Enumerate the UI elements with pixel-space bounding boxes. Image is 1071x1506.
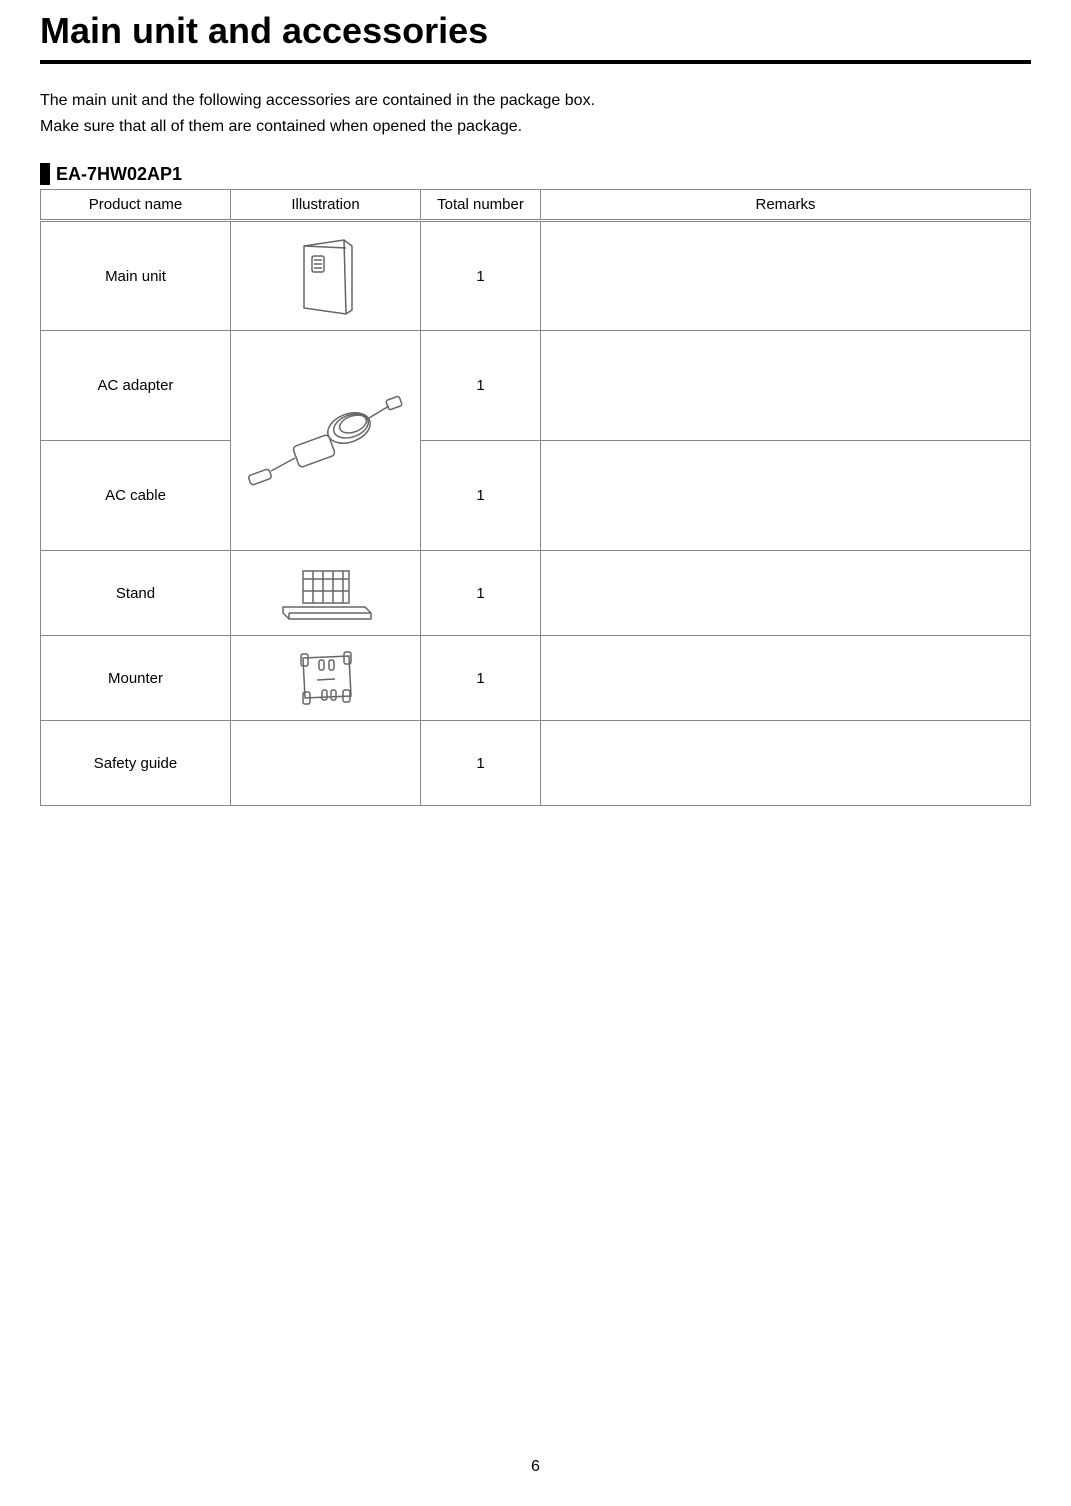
page-title: Main unit and accessories	[40, 10, 1031, 52]
page-number: 6	[0, 1458, 1071, 1476]
cell-total: 1	[421, 636, 541, 721]
section-model: EA-7HW02AP1	[56, 164, 182, 185]
mounter-icon	[291, 646, 361, 711]
table-header-row: Product name Illustration Total number R…	[41, 190, 1031, 221]
stand-icon	[273, 561, 378, 626]
cell-total: 1	[421, 221, 541, 331]
table-row: Safety guide 1	[41, 721, 1031, 806]
intro-text: The main unit and the following accessor…	[40, 88, 1031, 139]
cell-remarks	[541, 331, 1031, 441]
table-row: Mounter	[41, 636, 1031, 721]
intro-line-1: The main unit and the following accessor…	[40, 88, 1031, 114]
cell-total: 1	[421, 331, 541, 441]
cell-illustration	[231, 221, 421, 331]
cell-total: 1	[421, 441, 541, 551]
table-row: Stand	[41, 551, 1031, 636]
cell-remarks	[541, 721, 1031, 806]
header-remarks: Remarks	[541, 190, 1031, 221]
header-total-number: Total number	[421, 190, 541, 221]
intro-line-2: Make sure that all of them are contained…	[40, 114, 1031, 140]
cell-remarks	[541, 636, 1031, 721]
cell-product-name: Mounter	[41, 636, 231, 721]
cell-product-name: Main unit	[41, 221, 231, 331]
cell-remarks	[541, 551, 1031, 636]
cell-illustration	[231, 551, 421, 636]
cell-total: 1	[421, 721, 541, 806]
cell-product-name: AC adapter	[41, 331, 231, 441]
cell-illustration	[231, 331, 421, 551]
cell-illustration	[231, 721, 421, 806]
header-product-name: Product name	[41, 190, 231, 221]
cell-product-name: Safety guide	[41, 721, 231, 806]
cell-remarks	[541, 441, 1031, 551]
ac-adapter-cable-icon	[241, 376, 411, 506]
table-row: AC adapter	[41, 331, 1031, 441]
accessories-table: Product name Illustration Total number R…	[40, 189, 1031, 806]
main-unit-icon	[286, 234, 366, 319]
cell-total: 1	[421, 551, 541, 636]
header-illustration: Illustration	[231, 190, 421, 221]
cell-illustration	[231, 636, 421, 721]
table-row: AC cable 1	[41, 441, 1031, 551]
section-header: EA-7HW02AP1	[40, 163, 1031, 185]
cell-product-name: AC cable	[41, 441, 231, 551]
cell-product-name: Stand	[41, 551, 231, 636]
cell-remarks	[541, 221, 1031, 331]
section-bar-icon	[40, 163, 50, 185]
table-row: Main unit 1	[41, 221, 1031, 331]
title-underline	[40, 60, 1031, 64]
